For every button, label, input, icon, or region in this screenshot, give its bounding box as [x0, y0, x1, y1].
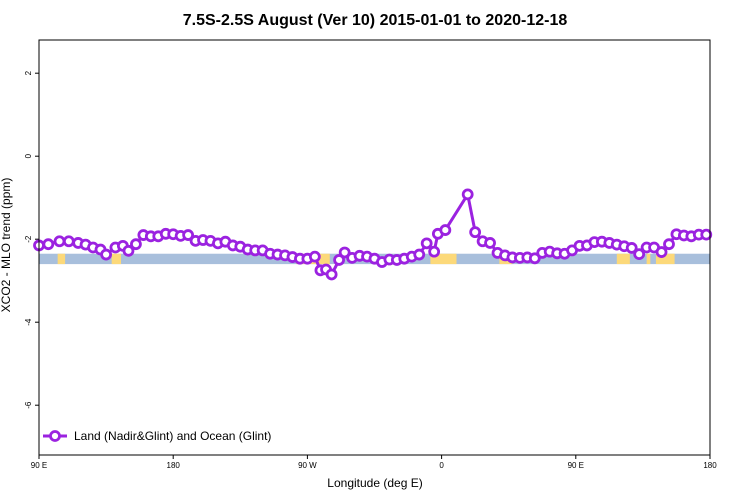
- y-tick-label: -6: [24, 401, 33, 409]
- land-segment: [655, 253, 675, 265]
- x-tick-label: 90 E: [568, 461, 584, 470]
- data-point: [528, 252, 541, 265]
- x-tick-label: 90 W: [298, 461, 317, 470]
- legend-entry-label: Land (Nadir&Glint) and Ocean (Glint): [74, 429, 271, 443]
- data-point: [469, 226, 482, 239]
- y-tick-label: 0: [24, 153, 33, 158]
- land-segment: [646, 253, 651, 265]
- land-segment: [57, 253, 66, 265]
- data-point: [420, 237, 433, 250]
- x-tick-label: 180: [703, 461, 717, 470]
- data-point: [700, 228, 713, 241]
- data-point: [413, 248, 426, 261]
- data-point: [439, 224, 452, 236]
- x-tick-label: 180: [167, 461, 181, 470]
- data-point: [633, 248, 646, 261]
- y-axis-label: XCO2 - MLO trend (ppm): [0, 178, 13, 313]
- data-point: [62, 235, 75, 248]
- chart-title: 7.5S-2.5S August (Ver 10) 2015-01-01 to …: [183, 12, 568, 29]
- land-segment: [111, 253, 122, 265]
- data-point: [325, 268, 338, 281]
- data-point: [663, 238, 675, 251]
- y-tick-label: 2: [24, 70, 33, 75]
- data-point: [130, 238, 142, 251]
- y-axis-ticks: 2 0 -2 -4 -6: [24, 70, 39, 409]
- y-tick-label: -2: [24, 235, 33, 243]
- data-point: [122, 244, 135, 257]
- x-axis-label: Longitude (deg E): [327, 476, 422, 490]
- data-point: [461, 188, 474, 201]
- plot-frame: [38, 39, 711, 456]
- x-tick-label: 90 E: [31, 461, 47, 470]
- x-axis-ticks: 90 E 180 90 W 0 90 E 180: [31, 455, 717, 470]
- data-point: [333, 254, 345, 266]
- data-point: [338, 246, 351, 259]
- x-tick-label: 0: [439, 461, 444, 470]
- data-point: [100, 248, 112, 261]
- data-point: [308, 250, 321, 263]
- y-tick-label: -4: [24, 318, 33, 326]
- data-point: [428, 245, 441, 258]
- data-point: [625, 242, 638, 254]
- series-layer: [33, 188, 713, 281]
- data-point: [655, 246, 668, 258]
- data-point: [484, 237, 496, 249]
- data-point: [182, 229, 195, 241]
- data-point: [42, 238, 55, 251]
- legend-marker-swatch: [49, 430, 61, 442]
- land-segment: [616, 253, 630, 265]
- land-segment: [430, 253, 457, 265]
- legend: Land (Nadir&Glint) and Ocean (Glint): [43, 429, 271, 443]
- data-point: [53, 235, 66, 248]
